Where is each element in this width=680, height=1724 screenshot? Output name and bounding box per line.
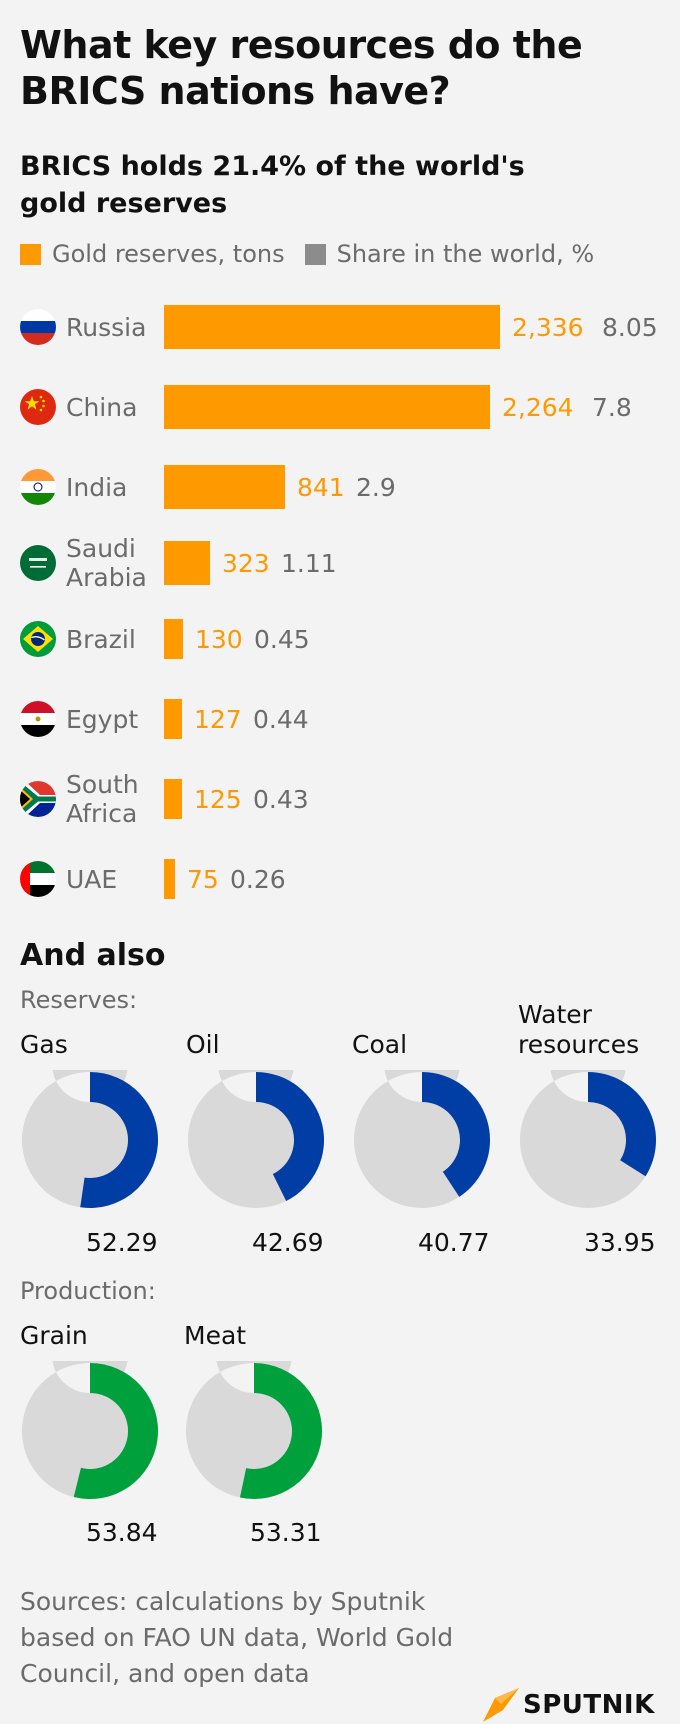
legend-share: Share in the world, % — [304, 240, 595, 268]
donut-ring-water-resources — [518, 1026, 658, 1214]
legend-gold: Gold reserves, tons — [20, 240, 285, 268]
bar-uae — [164, 859, 175, 899]
bar-saudi-arabia — [164, 541, 210, 585]
donut-label: Grain — [20, 1321, 88, 1350]
egypt-flag-icon — [20, 701, 56, 737]
legend-gold-swatch — [20, 243, 41, 265]
donut-label: Meat — [184, 1321, 247, 1350]
bar-china — [164, 385, 490, 429]
bar-row-india: India 841 2.9 — [0, 457, 680, 517]
bar-row-saudi-arabia: Saudi Arabia 323 1.11 — [0, 533, 680, 593]
russia-flag-icon — [20, 309, 56, 345]
donut-segment — [80, 1072, 158, 1208]
bar-row-brazil: Brazil 130 0.45 — [0, 609, 680, 669]
page-title: What key resources do the BRICS nations … — [20, 23, 583, 113]
bar-egypt — [164, 699, 182, 739]
donut-segment — [73, 1363, 158, 1499]
share-value-label: 8.05 — [602, 312, 658, 342]
share-value-label: 7.8 — [592, 392, 632, 422]
bar-india — [164, 465, 285, 509]
sputnik-logo-icon — [483, 1688, 519, 1722]
share-value-label: 0.44 — [253, 704, 309, 734]
donut-value-label: 42.69 — [252, 1228, 324, 1257]
sputnik-logo: SPUTNIK — [483, 1686, 655, 1724]
donut-ring-coal — [352, 1026, 492, 1214]
donut-ring-oil — [186, 1026, 326, 1214]
donut-ring-grain — [20, 1317, 160, 1505]
chart-subtitle: BRICS holds 21.4% of the world's gold re… — [20, 151, 525, 219]
donut-label: Gas — [20, 1030, 68, 1059]
share-value-label: 0.26 — [230, 864, 286, 894]
donut-value-label: 53.84 — [86, 1518, 158, 1547]
sputnik-logo-text: SPUTNIK — [523, 1690, 655, 1720]
legend: Gold reserves, tons Share in the world, … — [20, 238, 614, 270]
legend-gold-label: Gold reserves, tons — [52, 240, 285, 268]
legend-share-swatch — [304, 243, 326, 265]
sources-note: Sources: calculations by Sputnik based o… — [20, 1587, 454, 1688]
share-value-label: 0.45 — [254, 624, 310, 654]
donut-label: Coal — [352, 1030, 408, 1059]
bar-row-south-africa: South Africa 125 0.43 — [0, 769, 680, 829]
and-also-heading: And also — [20, 938, 166, 973]
uae-flag-icon — [20, 861, 56, 897]
donut-ring-gas — [20, 1026, 160, 1214]
donut-remainder — [519, 1026, 656, 1208]
donut-value-label: 52.29 — [86, 1228, 158, 1257]
legend-share-label: Share in the world, % — [336, 240, 595, 268]
donut-segment — [256, 1072, 324, 1201]
reserves-label: Reserves: — [20, 986, 138, 1014]
bar-brazil — [164, 619, 183, 659]
country-label: UAE — [66, 864, 118, 894]
country-label: Russia — [66, 312, 147, 342]
donut-value-label: 53.31 — [250, 1518, 322, 1547]
saudi-arabia-flag-icon — [20, 545, 56, 581]
country-label: China — [66, 392, 138, 422]
donut-label: Water resources — [518, 1000, 640, 1059]
gold-value-label: 2,264 — [502, 392, 574, 422]
gold-value-label: 127 — [194, 704, 242, 734]
country-label: Egypt — [66, 704, 139, 734]
bar-row-china: China 2,264 7.8 — [0, 377, 680, 437]
gold-value-label: 2,336 — [512, 312, 584, 342]
donut-label: Oil — [186, 1030, 220, 1059]
south-africa-flag-icon — [20, 781, 56, 817]
gold-value-label: 841 — [297, 472, 345, 502]
country-label: South Africa — [66, 770, 139, 828]
share-value-label: 1.11 — [281, 548, 337, 578]
production-label: Production: — [20, 1277, 156, 1305]
share-value-label: 2.9 — [356, 472, 396, 502]
gold-value-label: 130 — [195, 624, 243, 654]
donut-segment — [422, 1072, 490, 1197]
bar-row-russia: Russia 2,336 8.05 — [0, 297, 680, 357]
gold-value-label: 75 — [187, 864, 219, 894]
bar-russia — [164, 305, 500, 349]
donut-value-label: 33.95 — [584, 1228, 656, 1257]
country-label: Brazil — [66, 624, 136, 654]
bar-south-africa — [164, 779, 182, 819]
india-flag-icon — [20, 469, 56, 505]
country-label: Saudi Arabia — [66, 534, 147, 592]
donut-segment — [588, 1072, 656, 1177]
gold-value-label: 125 — [194, 784, 242, 814]
gold-value-label: 323 — [222, 548, 270, 578]
china-flag-icon — [20, 389, 56, 425]
donut-value-label: 40.77 — [418, 1228, 490, 1257]
brazil-flag-icon — [20, 621, 56, 657]
share-value-label: 0.43 — [253, 784, 309, 814]
donut-segment — [239, 1363, 322, 1499]
bar-row-egypt: Egypt 127 0.44 — [0, 689, 680, 749]
bar-row-uae: UAE 75 0.26 — [0, 849, 680, 909]
donut-ring-meat — [184, 1317, 324, 1505]
country-label: India — [66, 472, 128, 502]
gold-bar-chart: Russia 2,336 8.05 China 2,264 7.8 India 841 2.9 S… — [0, 297, 680, 909]
